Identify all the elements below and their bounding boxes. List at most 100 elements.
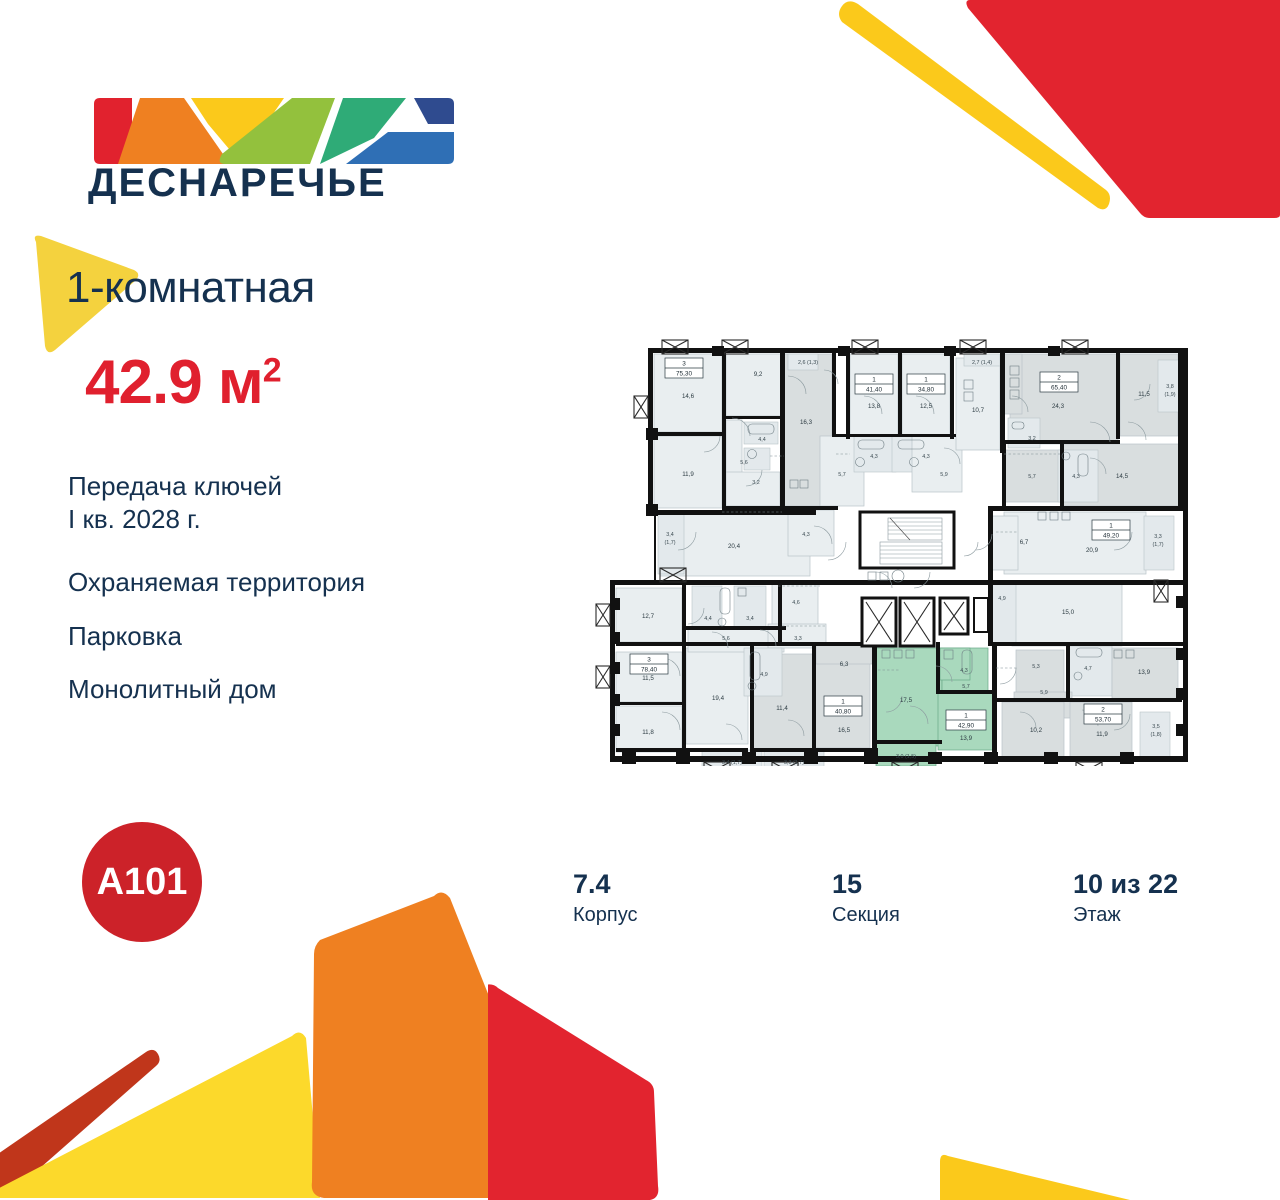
developer-badge-label: A101: [96, 861, 188, 903]
feature-item-parking: Парковка: [68, 621, 182, 651]
svg-text:1: 1: [841, 699, 845, 706]
svg-text:75,30: 75,30: [676, 371, 692, 378]
svg-text:4,3: 4,3: [1072, 474, 1080, 480]
stair-core: [858, 510, 956, 570]
svg-text:4,4: 4,4: [758, 437, 766, 443]
decor-bottom-orange: [300, 890, 630, 1200]
svg-text:5,7: 5,7: [1028, 474, 1036, 480]
svg-text:16,3: 16,3: [800, 419, 813, 426]
elevator-shafts: [860, 596, 989, 648]
svg-text:13,9: 13,9: [1138, 669, 1151, 676]
svg-text:5,7: 5,7: [838, 472, 846, 478]
decor-orange-polygon: [311, 892, 563, 1198]
svg-text:3: 3: [647, 657, 651, 664]
svg-text:11,4: 11,4: [776, 705, 788, 712]
svg-text:19,4: 19,4: [712, 695, 725, 702]
unit-tag: 140,80: [823, 695, 863, 717]
svg-text:40,80: 40,80: [835, 709, 851, 716]
brand-logo-mark: [88, 96, 460, 206]
svg-text:11,5: 11,5: [642, 675, 654, 682]
svg-text:12,5: 12,5: [920, 403, 933, 410]
svg-text:2,7 (1,4): 2,7 (1,4): [972, 360, 992, 366]
svg-text:3,3 (1,7): 3,3 (1,7): [784, 760, 804, 766]
meta-etazh-label: Этаж: [1073, 903, 1121, 926]
svg-text:(1,9): (1,9): [1164, 392, 1175, 398]
svg-text:5,3: 5,3: [1032, 664, 1040, 670]
decor-bottom-left: [0, 1020, 700, 1200]
area-unit-superscript: 2: [262, 351, 282, 390]
svg-text:49,20: 49,20: [1103, 533, 1119, 540]
svg-text:14,6: 14,6: [682, 393, 695, 400]
svg-text:(1,7): (1,7): [1152, 542, 1163, 548]
svg-text:5,6: 5,6: [740, 460, 748, 466]
svg-text:4,4: 4,4: [704, 616, 712, 622]
floor-plan[interactable]: 3 75,30 1 41,40 1 34,80 2 65,40 1 49,20 3 78,4…: [592, 336, 1192, 766]
svg-text:11,9: 11,9: [1096, 731, 1108, 738]
fixtures: [717, 365, 1135, 691]
page-title-rooms: 1-комнатная: [66, 263, 315, 312]
svg-text:4,3: 4,3: [922, 454, 930, 460]
svg-text:41,40: 41,40: [866, 387, 882, 394]
svg-text:11,9: 11,9: [682, 471, 694, 478]
svg-text:11,8: 11,8: [642, 729, 654, 736]
facade-pillars: [610, 346, 1186, 764]
svg-text:20,9: 20,9: [1086, 547, 1099, 554]
door-swings: [661, 369, 1151, 741]
unit-tag: 265,40: [1039, 371, 1079, 393]
decor-bottom-yellow-right: [940, 1150, 1140, 1200]
feature-item-monolith: Монолитный дом: [68, 674, 277, 704]
svg-text:6,7: 6,7: [1020, 539, 1029, 546]
highlight-room-1: 17,5: [900, 697, 913, 704]
feature-item-keys: Передача ключей I кв. 2028 г.: [68, 471, 283, 535]
svg-text:4,3: 4,3: [802, 532, 810, 538]
svg-text:3,8: 3,8: [1166, 384, 1174, 390]
meta-sekciya: 15 Секция: [832, 869, 900, 930]
svg-text:6,3: 6,3: [840, 661, 849, 668]
svg-text:3: 3: [682, 361, 686, 368]
svg-text:1: 1: [924, 377, 928, 384]
svg-text:3,2: 3,2: [1028, 436, 1036, 442]
unit-tag: 134,80: [906, 373, 946, 395]
highlight-room-2: 4,3: [960, 668, 968, 674]
svg-text:3,3: 3,3: [1154, 534, 1162, 540]
meta-sekciya-value: 15: [832, 869, 863, 899]
svg-text:13,8: 13,8: [868, 403, 881, 410]
svg-text:34,80: 34,80: [918, 387, 934, 394]
meta-korpus-value: 7.4: [573, 869, 611, 899]
decor-yellow-spike-top: [839, 1, 1110, 210]
svg-text:(1,8): (1,8): [1150, 732, 1161, 738]
meta-korpus-label: Корпус: [573, 903, 638, 926]
svg-text:4,9: 4,9: [998, 596, 1006, 602]
svg-text:2,6 (1,3): 2,6 (1,3): [798, 360, 818, 366]
svg-text:11,5: 11,5: [1138, 391, 1150, 398]
svg-text:2: 2: [1101, 707, 1105, 714]
unit-tag-highlighted: 1 42,90: [945, 709, 987, 731]
svg-text:3,5: 3,5: [1152, 724, 1160, 730]
svg-text:24,3: 24,3: [1052, 403, 1065, 410]
unit-tag: 149,20: [1091, 519, 1131, 541]
svg-text:14,5: 14,5: [1116, 473, 1129, 480]
svg-text:10,7: 10,7: [972, 407, 985, 414]
svg-text:3,3: 3,3: [794, 636, 802, 642]
svg-text:15,0: 15,0: [1062, 609, 1075, 616]
highlight-balcony: 3,0 (1,5): [896, 754, 916, 760]
svg-text:9,2: 9,2: [754, 371, 763, 378]
svg-text:4,7: 4,7: [1084, 666, 1092, 672]
svg-text:78,40: 78,40: [641, 667, 657, 674]
svg-text:(1,7): (1,7): [664, 540, 675, 546]
brand-wordmark: ДЕСНАРЕЧЬЕ: [88, 161, 387, 205]
svg-text:4,6: 4,6: [792, 600, 800, 606]
page-title-area: 42.9 м2: [85, 351, 282, 414]
svg-text:5,6: 5,6: [722, 636, 730, 642]
svg-text:12,7: 12,7: [642, 613, 655, 620]
svg-text:5,9: 5,9: [1040, 690, 1048, 696]
svg-text:53,70: 53,70: [1095, 717, 1111, 724]
svg-text:3,4: 3,4: [666, 532, 674, 538]
svg-text:16,5: 16,5: [838, 727, 851, 734]
highlight-room-3: 5,7: [962, 684, 970, 690]
decor-darkred-spike: [0, 1049, 160, 1198]
area-value: 42.9 м: [85, 348, 264, 417]
svg-text:3,4: 3,4: [746, 616, 754, 622]
highlight-room-4: 13,9: [960, 735, 973, 742]
decor-yellow-triangle-bottom: [0, 1032, 320, 1198]
